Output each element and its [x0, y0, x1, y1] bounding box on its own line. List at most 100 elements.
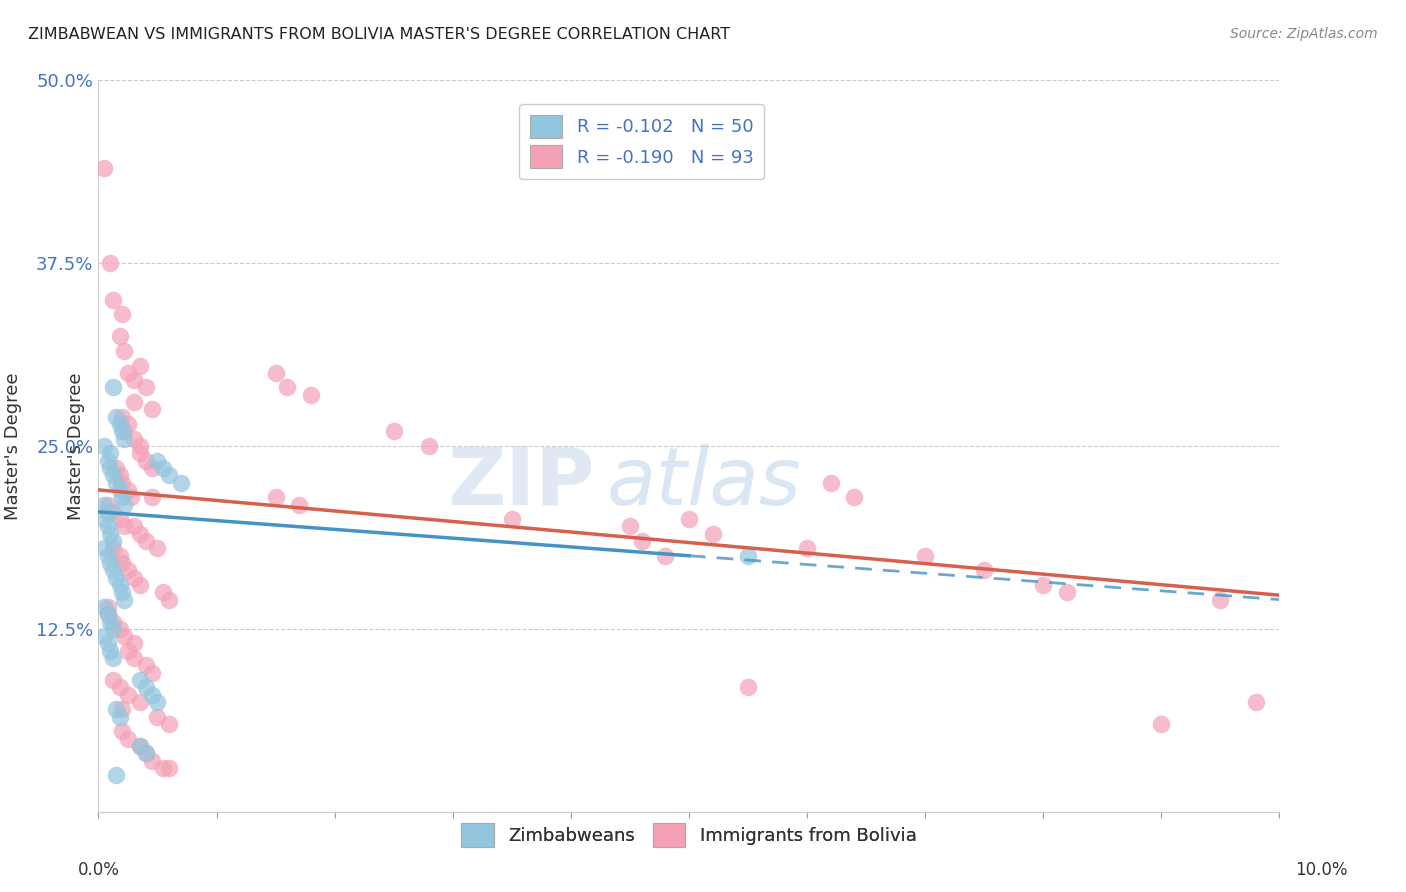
Point: [128, 695, 150, 709]
Point: [157, 592, 180, 607]
Text: ZIMBABWEAN VS IMMIGRANTS FROM BOLIVIA MASTER'S DEGREE CORRELATION CHART: ZIMBABWEAN VS IMMIGRANTS FROM BOLIVIA MA…: [28, 27, 730, 42]
Point: [93, 161, 115, 175]
Point: [141, 490, 163, 504]
Point: [973, 563, 995, 577]
Point: [98, 461, 121, 475]
Point: [105, 475, 128, 490]
Point: [135, 453, 157, 467]
Point: [135, 380, 157, 394]
Point: [101, 615, 124, 629]
Point: [111, 409, 134, 424]
Point: [141, 754, 163, 768]
Point: [97, 607, 120, 622]
Text: 10.0%: 10.0%: [1295, 861, 1348, 879]
Point: [101, 468, 124, 483]
Point: [1056, 585, 1078, 599]
Point: [128, 578, 150, 592]
Point: [97, 505, 120, 519]
Point: [1032, 578, 1054, 592]
Point: [418, 439, 440, 453]
Text: Source: ZipAtlas.com: Source: ZipAtlas.com: [1230, 27, 1378, 41]
Point: [111, 475, 134, 490]
Point: [101, 534, 124, 549]
Point: [737, 681, 759, 695]
Point: [264, 490, 287, 504]
Point: [111, 307, 134, 321]
Point: [97, 599, 120, 614]
Point: [844, 490, 866, 504]
Point: [111, 724, 134, 739]
Point: [299, 388, 322, 402]
Point: [97, 519, 120, 533]
Point: [98, 556, 121, 570]
Point: [108, 483, 131, 497]
Point: [108, 622, 131, 636]
Point: [117, 483, 139, 497]
Point: [112, 592, 135, 607]
Point: [264, 366, 287, 380]
Point: [111, 425, 134, 439]
Point: [108, 329, 131, 343]
Point: [170, 475, 193, 490]
Point: [157, 717, 180, 731]
Point: [630, 534, 652, 549]
Point: [128, 526, 150, 541]
Point: [501, 512, 523, 526]
Point: [128, 673, 150, 687]
Point: [98, 256, 121, 270]
Point: [128, 739, 150, 753]
Point: [619, 519, 641, 533]
Point: [93, 599, 115, 614]
Point: [382, 425, 405, 439]
Point: [108, 681, 131, 695]
Point: [112, 498, 135, 512]
Y-axis label: Master's Degree: Master's Degree: [66, 372, 84, 520]
Point: [98, 615, 121, 629]
Point: [146, 541, 169, 556]
Point: [135, 681, 157, 695]
Point: [112, 629, 135, 643]
Point: [128, 739, 150, 753]
Point: [93, 512, 115, 526]
Point: [1150, 717, 1173, 731]
Point: [93, 498, 115, 512]
Point: [152, 585, 174, 599]
Point: [97, 549, 120, 563]
Point: [108, 709, 131, 723]
Point: [93, 541, 115, 556]
Point: [111, 556, 134, 570]
Point: [128, 439, 150, 453]
Point: [101, 380, 124, 394]
Point: [105, 702, 128, 716]
Point: [122, 636, 145, 650]
Point: [108, 417, 131, 431]
Point: [276, 380, 298, 394]
Text: 0.0%: 0.0%: [77, 861, 120, 879]
Point: [98, 446, 121, 460]
Point: [121, 490, 143, 504]
Point: [97, 453, 120, 467]
Point: [93, 439, 115, 453]
Point: [101, 651, 124, 665]
Point: [122, 519, 145, 533]
Point: [101, 563, 124, 577]
Point: [146, 709, 169, 723]
Point: [101, 541, 124, 556]
Point: [105, 571, 128, 585]
Point: [117, 731, 139, 746]
Point: [122, 432, 145, 446]
Point: [101, 505, 124, 519]
Point: [146, 695, 169, 709]
Point: [98, 526, 121, 541]
Point: [135, 746, 157, 760]
Point: [112, 519, 135, 533]
Point: [112, 432, 135, 446]
Point: [105, 409, 128, 424]
Point: [112, 425, 135, 439]
Point: [117, 417, 139, 431]
Point: [141, 402, 163, 417]
Text: atlas: atlas: [606, 443, 801, 522]
Point: [111, 490, 134, 504]
Point: [108, 549, 131, 563]
Point: [111, 702, 134, 716]
